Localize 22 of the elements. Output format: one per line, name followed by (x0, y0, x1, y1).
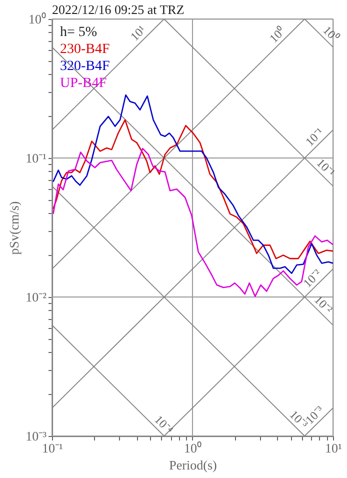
annotation: 10⁻² (300, 266, 324, 290)
x-tick-label: 10¹ (325, 440, 342, 456)
text: UP-B4F (60, 76, 107, 91)
text: 230-B4F (60, 42, 110, 57)
y-tick-label: 10⁻² (26, 290, 47, 304)
y-axis-title: pSv(cm/s) (6, 201, 22, 255)
x-axis-title: Period(s) (169, 458, 217, 472)
y-tick-label: 10⁻³ (26, 428, 47, 444)
chart-title: 2022/12/16 09:25 at TRZ (52, 2, 184, 17)
y-tick-label: 10⁻¹ (26, 150, 47, 166)
annotation: 10⁰ (320, 23, 342, 44)
x-tick-label: 10⁻¹ (42, 440, 64, 456)
annotation: 10¹ (128, 22, 149, 44)
annotation: 10⁻¹ (314, 156, 338, 180)
annotation: 10⁻² (312, 292, 336, 317)
x-tick-label: 10⁰ (184, 440, 202, 456)
series-label: 320-B4F (60, 59, 110, 74)
annotation: 10⁻¹ (302, 124, 327, 149)
annotation: 10⁻⁴ (152, 412, 176, 437)
y-tick-label: 10⁰ (28, 12, 46, 26)
annotation: h= 5% (60, 25, 98, 40)
annotation: 10⁰ (266, 24, 288, 46)
